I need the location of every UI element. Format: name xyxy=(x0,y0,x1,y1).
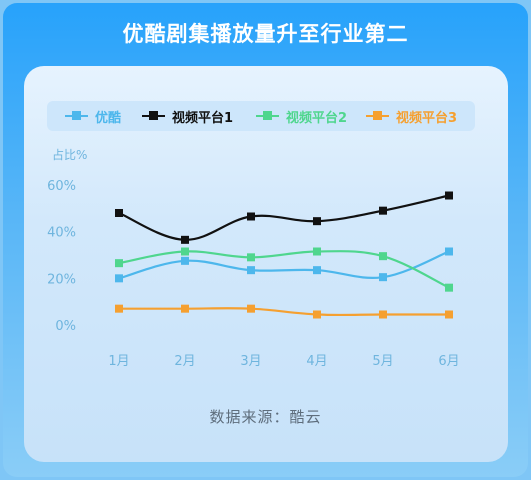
data-point-series-4 xyxy=(313,310,321,319)
data-point-series-4 xyxy=(181,304,189,313)
data-point-series-4 xyxy=(379,310,387,319)
legend-label-platform-1: 视频平台1 xyxy=(172,110,234,126)
data-point-series-2 xyxy=(445,191,453,200)
data-point-series-2 xyxy=(313,217,321,226)
data-point-series-1 xyxy=(247,266,255,275)
y-tick-label: 40% xyxy=(47,226,76,241)
series-line-4 xyxy=(118,307,449,317)
data-point-series-1 xyxy=(115,274,123,283)
data-point-series-4 xyxy=(247,304,255,313)
data-point-series-1 xyxy=(379,273,387,282)
data-point-series-3 xyxy=(379,252,387,261)
data-source-note: 数据来源：酷云 xyxy=(209,408,322,426)
x-tick-label: 3月 xyxy=(240,354,261,369)
legend-item-platform-1[interactable]: 视频平台1 xyxy=(142,101,233,131)
data-point-series-3 xyxy=(247,253,255,262)
legend-marker-youku xyxy=(65,111,88,121)
x-tick-label: 1月 xyxy=(108,354,129,369)
y-tick-label: 20% xyxy=(47,272,76,287)
legend-item-youku[interactable]: 优酷 xyxy=(65,101,121,131)
series-line-2 xyxy=(118,194,450,241)
data-point-series-3 xyxy=(181,247,189,256)
y-tick-label: 0% xyxy=(55,319,76,334)
x-tick-label: 2月 xyxy=(174,354,195,369)
legend-marker-platform-2 xyxy=(256,111,279,121)
legend-marker-platform-3 xyxy=(366,111,389,121)
data-point-series-2 xyxy=(379,206,387,215)
legend-label-youku: 优酷 xyxy=(95,110,122,126)
legend-item-platform-2[interactable]: 视频平台2 xyxy=(256,101,347,131)
legend-label-platform-2: 视频平台2 xyxy=(286,110,348,126)
data-point-series-1 xyxy=(445,247,453,256)
series-line-1 xyxy=(118,250,450,280)
x-tick-label: 6月 xyxy=(438,354,459,369)
data-point-series-1 xyxy=(313,266,321,275)
y-axis-label: 占比% xyxy=(52,147,87,162)
y-tick-label: 60% xyxy=(47,179,76,194)
data-point-series-3 xyxy=(313,247,321,256)
data-point-series-1 xyxy=(181,256,189,265)
data-point-series-2 xyxy=(181,235,189,244)
chart-title: 优酷剧集播放量升至行业第二 xyxy=(122,22,409,46)
x-tick-label: 5月 xyxy=(372,354,393,369)
data-point-series-2 xyxy=(247,212,255,221)
data-point-series-4 xyxy=(445,310,453,319)
legend-item-platform-3[interactable]: 视频平台3 xyxy=(366,101,457,131)
legend: 优酷 视频平台1 视频平台2 视频平台3 xyxy=(47,101,475,131)
header: 优酷剧集播放量升至行业第二 xyxy=(0,0,531,66)
series-line-3 xyxy=(118,250,450,289)
data-point-series-2 xyxy=(115,209,123,217)
chart-card xyxy=(24,66,508,462)
legend-label-platform-3: 视频平台3 xyxy=(396,110,458,126)
x-tick-label: 4月 xyxy=(306,354,327,369)
data-point-series-4 xyxy=(115,304,123,313)
legend-marker-platform-1 xyxy=(142,111,165,121)
data-point-series-3 xyxy=(445,283,453,292)
data-point-series-3 xyxy=(115,259,123,268)
